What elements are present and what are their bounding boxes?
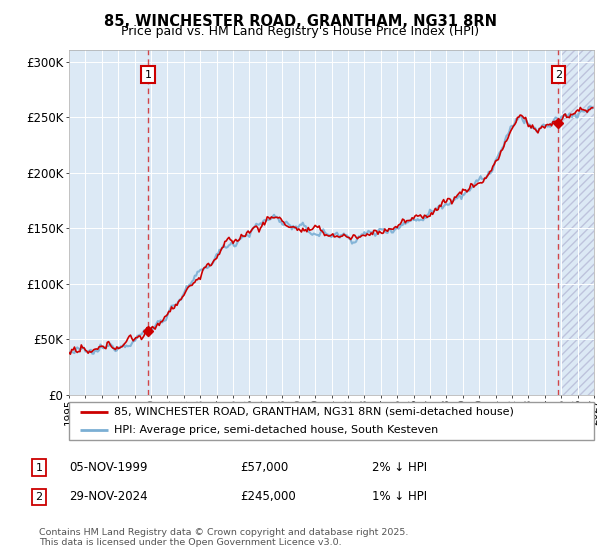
Text: £57,000: £57,000 — [240, 461, 288, 474]
Text: 1: 1 — [145, 69, 152, 80]
Text: 2: 2 — [35, 492, 43, 502]
Text: 2: 2 — [555, 69, 562, 80]
FancyBboxPatch shape — [69, 402, 594, 440]
Text: 85, WINCHESTER ROAD, GRANTHAM, NG31 8RN (semi-detached house): 85, WINCHESTER ROAD, GRANTHAM, NG31 8RN … — [113, 407, 514, 417]
Text: Price paid vs. HM Land Registry's House Price Index (HPI): Price paid vs. HM Land Registry's House … — [121, 25, 479, 38]
Text: 2% ↓ HPI: 2% ↓ HPI — [372, 461, 427, 474]
Text: 05-NOV-1999: 05-NOV-1999 — [69, 461, 148, 474]
Text: £245,000: £245,000 — [240, 490, 296, 503]
Text: 85, WINCHESTER ROAD, GRANTHAM, NG31 8RN: 85, WINCHESTER ROAD, GRANTHAM, NG31 8RN — [104, 14, 497, 29]
Text: 1% ↓ HPI: 1% ↓ HPI — [372, 490, 427, 503]
Text: 1: 1 — [35, 463, 43, 473]
Bar — [561, 50, 594, 395]
Text: Contains HM Land Registry data © Crown copyright and database right 2025.
This d: Contains HM Land Registry data © Crown c… — [39, 528, 409, 547]
Bar — [561, 50, 594, 395]
Text: 29-NOV-2024: 29-NOV-2024 — [69, 490, 148, 503]
Text: HPI: Average price, semi-detached house, South Kesteven: HPI: Average price, semi-detached house,… — [113, 425, 438, 435]
